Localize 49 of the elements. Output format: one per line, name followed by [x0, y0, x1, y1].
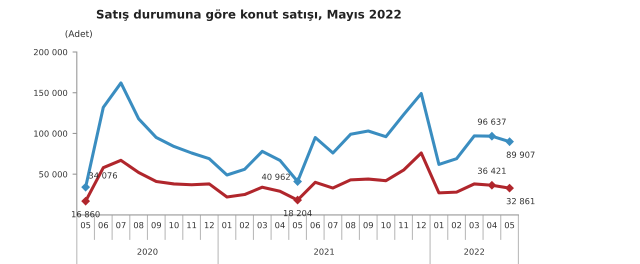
x-tick-label: 12: [416, 222, 426, 228]
x-tick-label: 03: [469, 222, 479, 228]
text: 2020: [137, 248, 158, 255]
point: [82, 197, 90, 206]
x-tick-label: 10: [170, 222, 179, 228]
text: 2022: [464, 248, 484, 255]
x-tick-label: 02: [240, 222, 250, 228]
x-tick-label: 11: [187, 222, 196, 228]
x-tick-label: 11: [399, 222, 408, 228]
data-label: 89 907: [506, 152, 535, 158]
x-tick-label: 02: [452, 222, 462, 228]
x-tick-label: 06: [98, 222, 108, 228]
data-label: 18 204: [284, 210, 312, 216]
data-label: 40 962: [262, 174, 290, 180]
x-tick-label: 08: [134, 222, 144, 228]
x-tick-label: 12: [204, 222, 214, 228]
x-tick-label: 10: [382, 222, 391, 228]
chart-title: Satış durumuna göre konut satışı, Mayıs 2022: [96, 9, 401, 22]
x-tick-label: 05: [80, 222, 90, 228]
x-tick-label: 09: [152, 222, 162, 228]
x-tick-label: 04: [275, 222, 285, 228]
point: [293, 196, 302, 204]
y-axis-title: (Adet): [66, 30, 92, 38]
point: [82, 183, 90, 192]
data-label: 36 421: [478, 168, 506, 174]
x-tick-label: 06: [310, 222, 320, 228]
text: 2021: [314, 248, 334, 255]
x-tick-label: 04: [487, 222, 497, 228]
y-tick-label: 50 000: [39, 171, 68, 178]
x-tick-label: 01: [434, 222, 444, 228]
x-tick-label: 05: [292, 222, 302, 228]
data-label: 96 637: [478, 118, 506, 125]
data-label: 16 860: [72, 211, 100, 218]
y-tick-label: 100 000: [34, 130, 68, 137]
point: [293, 177, 302, 186]
x-tick-label: 09: [364, 222, 373, 228]
x-tick-label: 01: [222, 222, 232, 228]
point: [505, 184, 514, 192]
data-label: 32 861: [506, 198, 534, 204]
y-tick-label: 150 000: [34, 90, 68, 96]
point: [488, 181, 496, 190]
y-tick-label: 200 000: [34, 48, 68, 56]
x-tick-label: 07: [116, 222, 126, 228]
x-tick-label: 08: [346, 222, 356, 228]
x-tick-label: 05: [504, 222, 514, 228]
point: [488, 132, 496, 140]
x-tick-label: 03: [258, 222, 267, 228]
x-tick-label: 07: [328, 222, 338, 228]
point: [505, 138, 514, 146]
